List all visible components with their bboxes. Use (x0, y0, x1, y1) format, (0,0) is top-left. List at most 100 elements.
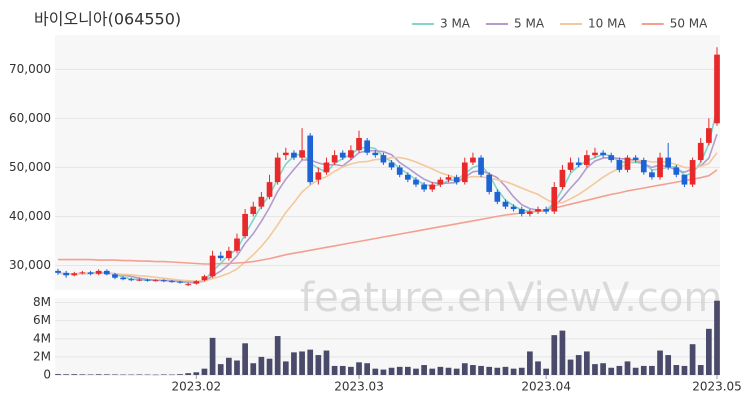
volume-bar (559, 330, 566, 375)
volume-bar (193, 372, 200, 375)
volume-bar (649, 365, 655, 375)
volume-bar (665, 355, 672, 375)
volume-tick-label: 8M (33, 295, 51, 309)
volume-bar (600, 363, 606, 375)
candle-body (461, 162, 468, 183)
y-tick-label: 60,000 (9, 111, 51, 125)
volume-bar (706, 328, 712, 375)
volume-bar (348, 366, 354, 375)
candle-body (714, 54, 720, 124)
volume-bar (543, 368, 549, 375)
volume-bar (282, 361, 289, 375)
ma-line (58, 169, 718, 265)
volume-bar (486, 366, 493, 375)
volume-bar (445, 367, 452, 375)
candle-body (177, 281, 183, 283)
volume-bar (63, 374, 69, 375)
candle-body (160, 280, 167, 282)
volume-bar (55, 374, 61, 375)
volume-bar (136, 374, 143, 375)
ma-line (57, 133, 718, 284)
volume-bar (250, 363, 257, 375)
candle-body (217, 255, 224, 259)
candle-body (71, 273, 78, 276)
candle-body (112, 274, 118, 278)
price-panel (55, 35, 720, 290)
candle-body (364, 140, 371, 153)
volume-tick-label: 0 (43, 368, 51, 382)
chart-title: 바이오니아(064550) (34, 10, 181, 29)
candle-body (291, 152, 297, 158)
volume-bar (71, 374, 78, 375)
y-tick-label: 70,000 (9, 62, 51, 76)
candle-body (592, 152, 598, 156)
legend-label: 3 MA (440, 17, 471, 31)
volume-bar (429, 368, 436, 375)
x-tick-label: 2023.02 (171, 380, 221, 394)
candle-body (372, 152, 379, 156)
candle-body (421, 184, 427, 190)
volume-bar (404, 366, 411, 375)
candle-body (673, 167, 680, 175)
volume-bar (87, 374, 94, 375)
y-tick-label: 30,000 (9, 258, 51, 272)
candle-body (494, 191, 501, 202)
candle-body (95, 270, 102, 274)
candle-body (274, 157, 281, 183)
volume-bar (169, 374, 175, 376)
volume-tick-label: 6M (33, 313, 51, 327)
candle-body (348, 150, 354, 158)
volume-bar (201, 368, 208, 375)
legend: 3 MA 5 MA 10 MA 50 MA (412, 17, 708, 31)
volume-bar (535, 361, 541, 375)
y-tick-label: 50,000 (9, 160, 51, 174)
volume-bar (234, 360, 240, 375)
volume-bar (453, 368, 460, 375)
candle-body (706, 128, 712, 143)
volume-bar (624, 361, 631, 375)
volume-bar (339, 365, 346, 375)
volume-bar (527, 351, 533, 375)
candle-body (169, 281, 175, 283)
candle-body (624, 157, 631, 170)
candle-body (120, 277, 126, 280)
volume-bar (673, 365, 680, 375)
volume-bar (307, 349, 314, 375)
candle-body (185, 284, 192, 286)
volume-bar (128, 374, 135, 376)
candle-body (640, 160, 647, 173)
candle-body (388, 162, 395, 168)
candle-body (136, 279, 143, 281)
candle-body (144, 279, 151, 281)
candle-body (445, 177, 452, 180)
volume-bar (640, 365, 647, 375)
volume-bar (518, 367, 525, 375)
candle-body (608, 155, 615, 161)
legend-label: 50 MA (670, 17, 708, 31)
candle-body (55, 270, 61, 273)
volume-bar (79, 374, 86, 375)
candle-body (649, 172, 655, 178)
candle-body (315, 172, 322, 180)
x-tick-label: 2023.04 (521, 380, 571, 394)
volume-bar (461, 363, 468, 375)
candle-body (103, 270, 110, 275)
volume-bar (421, 365, 427, 375)
volume-bar (242, 343, 248, 375)
volume-bar (185, 373, 192, 375)
candle-body (486, 174, 493, 192)
volume-bar (380, 369, 387, 375)
volume-bar (502, 366, 509, 375)
x-tick-label: 2023.03 (334, 380, 384, 394)
candle-body (307, 135, 314, 183)
candle-body (535, 209, 541, 212)
volume-bar (258, 356, 265, 375)
volume-bar (226, 357, 232, 375)
candle-body (478, 157, 484, 175)
volume-bar (177, 374, 183, 375)
candle-body (665, 157, 672, 168)
volume-bar (95, 374, 102, 375)
volume-bar (494, 367, 501, 375)
candle-body (331, 155, 338, 163)
